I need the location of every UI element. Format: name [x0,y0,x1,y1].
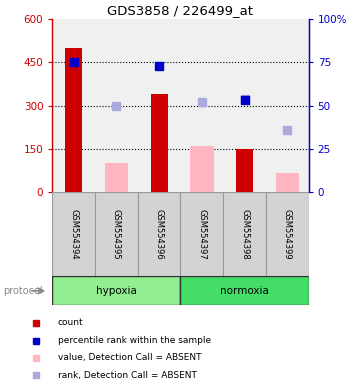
Bar [180,192,223,276]
Text: protocol: protocol [4,286,43,296]
Text: GSM554399: GSM554399 [283,209,292,260]
Bar [180,276,309,305]
Bar [190,146,214,192]
Bar [236,149,253,192]
Bar [138,192,180,276]
Bar [151,94,168,192]
Text: normoxia: normoxia [220,286,269,296]
Text: count: count [58,318,83,327]
Text: rank, Detection Call = ABSENT: rank, Detection Call = ABSENT [58,371,197,379]
Bar [65,48,82,192]
Text: GSM554394: GSM554394 [69,209,78,260]
Text: GSM554398: GSM554398 [240,209,249,260]
Text: GSM554395: GSM554395 [112,209,121,260]
Bar [266,192,309,276]
Bar [105,163,128,192]
Bar [95,192,138,276]
Bar [52,192,95,276]
Text: value, Detection Call = ABSENT: value, Detection Call = ABSENT [58,353,201,362]
Bar [52,276,180,305]
Text: hypoxia: hypoxia [96,286,137,296]
Bar [223,192,266,276]
Text: percentile rank within the sample: percentile rank within the sample [58,336,211,345]
Bar [275,173,299,192]
Title: GDS3858 / 226499_at: GDS3858 / 226499_at [108,3,253,17]
Text: GSM554397: GSM554397 [197,209,206,260]
Text: GSM554396: GSM554396 [155,209,164,260]
